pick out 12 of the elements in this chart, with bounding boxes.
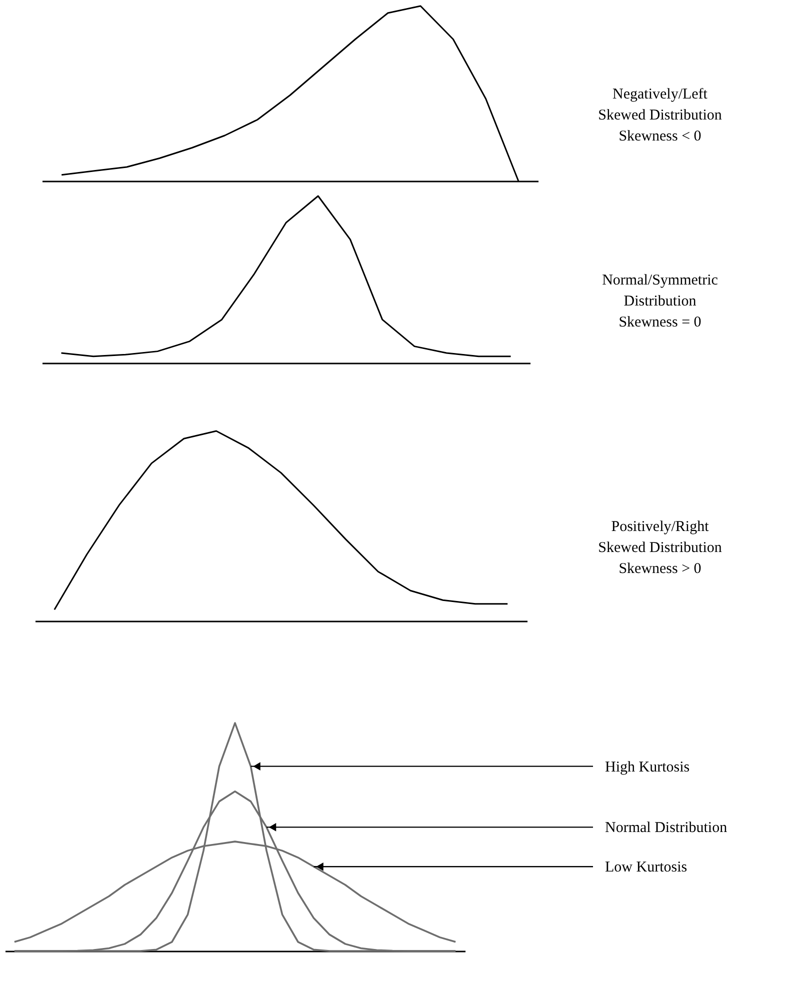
text: Skewness > 0 [618, 561, 702, 577]
text: Skewness < 0 [618, 128, 702, 144]
text: Skewed Distribution [598, 540, 722, 556]
text: High Kurtosis [605, 759, 690, 776]
text: Positively/Right [611, 519, 710, 535]
text: Normal Distribution [605, 820, 728, 836]
text: Skewed Distribution [598, 108, 722, 124]
text: Normal/Symmetric [602, 272, 718, 288]
text: Skewness = 0 [618, 314, 702, 330]
text: Distribution [624, 294, 697, 310]
text: Negatively/Left [612, 86, 708, 102]
text: Low Kurtosis [605, 860, 688, 876]
